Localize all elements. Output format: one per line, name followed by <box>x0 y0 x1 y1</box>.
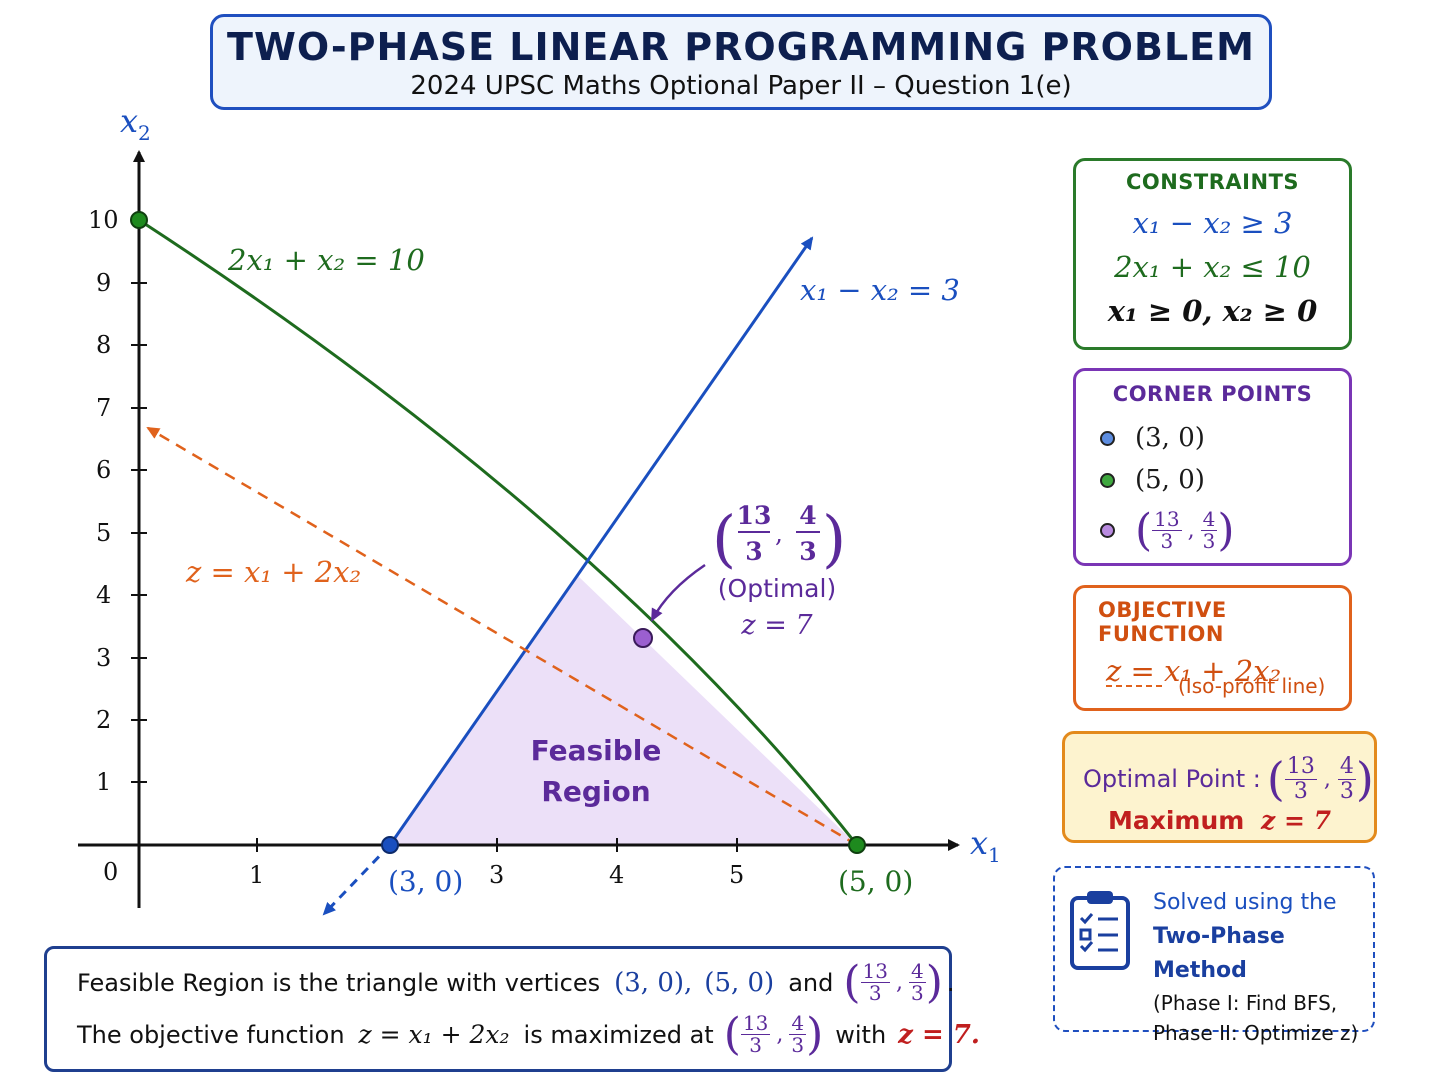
maximum-z-row: Maximum z = 7 <box>1107 806 1331 835</box>
purple-dot-icon <box>1100 523 1115 538</box>
objective-panel: OBJECTIVE FUNCTION z = x₁ + 2x₂ (Iso-pro… <box>1073 585 1352 711</box>
orange-line-label: z = x₁ + 2x₂ <box>185 555 361 589</box>
corner-point-1: (3, 0) <box>1100 423 1205 453</box>
blue-dot-icon <box>1100 430 1115 446</box>
x-axis-label: x1 <box>970 824 1001 867</box>
page-subtitle: 2024 UPSC Maths Optional Paper II – Ques… <box>410 71 1072 101</box>
y-tick-label-5: 5 <box>96 519 111 547</box>
feasible-region-label-1: Feasible <box>531 734 662 767</box>
constraint-1: x₁ − x₂ ≥ 3 <box>1132 206 1293 240</box>
y-tick-label-7: 7 <box>96 394 111 422</box>
point-3-0 <box>381 836 399 854</box>
corner-points-heading: CORNER POINTS <box>1112 382 1313 406</box>
constraint-line-x1-minus-x2 <box>388 236 814 846</box>
iso-profit-legend: (Iso-profit line) <box>1106 674 1325 698</box>
constraint-3: x₁ ≥ 0, x₂ ≥ 0 <box>1107 294 1318 328</box>
svg-text:): ) <box>822 502 846 575</box>
svg-text:,: , <box>775 519 783 548</box>
svg-text:(: ( <box>712 502 736 575</box>
svg-text:(Optimal): (Optimal) <box>718 574 836 603</box>
svg-text:3: 3 <box>745 537 762 566</box>
method-text: Solved using the Two-Phase Method (Phase… <box>1153 890 1359 1045</box>
x-ticks <box>256 838 738 852</box>
point-5-0-label: (5, 0) <box>838 865 913 898</box>
y-tick-label-1: 1 <box>96 768 111 796</box>
iso-profit-line <box>146 426 858 847</box>
dashed-line-icon <box>1106 685 1162 687</box>
optimal-annotation: ( 13 3 , 4 3 ) (Optimal) z = 7 <box>712 501 846 641</box>
summary-line-2: The objective function z = x₁ + 2x₂ is m… <box>77 1009 980 1060</box>
y-tick-label-3: 3 <box>96 644 111 672</box>
green-line-label: 2x₁ + x₂ = 10 <box>227 243 425 277</box>
summary-line-1: Feasible Region is the triangle with ver… <box>77 957 955 1008</box>
svg-text:3: 3 <box>799 537 816 566</box>
summary-panel: Feasible Region is the triangle with ver… <box>44 946 980 1072</box>
green-dot-icon <box>1100 472 1115 488</box>
page-title: TWO-PHASE LINEAR PROGRAMMING PROBLEM <box>227 25 1255 69</box>
x-tick-label-3: 3 <box>489 861 504 889</box>
y-tick-label-2: 2 <box>96 706 111 734</box>
svg-text:4: 4 <box>799 501 816 530</box>
x-tick-label-5: 5 <box>729 861 744 889</box>
point-5-0 <box>848 836 866 854</box>
y-tick-label-4: 4 <box>96 581 111 609</box>
y-tick-label-10: 10 <box>88 206 119 234</box>
svg-text:13: 13 <box>737 501 772 530</box>
y-tick-label-6: 6 <box>96 456 111 484</box>
lp-graph: 1 2 3 4 5 6 7 8 9 10 0 1 3 4 5 x2 x1 2x₁… <box>78 110 1001 916</box>
x-tick-label-4: 4 <box>609 861 624 889</box>
blue-line-label: x₁ − x₂ = 3 <box>800 273 960 307</box>
constraints-heading: CONSTRAINTS <box>1125 170 1300 194</box>
constraint-line-2x1-plus-x2 <box>138 218 859 846</box>
y-tick-label-9: 9 <box>96 269 111 297</box>
feasible-region-label-2: Region <box>541 775 650 808</box>
title-banner: TWO-PHASE LINEAR PROGRAMMING PROBLEM 202… <box>210 14 1272 110</box>
point-optimal <box>633 628 653 648</box>
optimal-pointer-arrow <box>650 563 706 622</box>
svg-text:z = 7: z = 7 <box>740 610 813 641</box>
constraint-2: 2x₁ + x₂ ≤ 10 <box>1114 250 1311 284</box>
y-tick-label-8: 8 <box>96 331 111 359</box>
y-axis-label: x2 <box>120 110 151 145</box>
objective-heading: OBJECTIVE FUNCTION <box>1098 598 1227 646</box>
point-0-10 <box>130 211 148 229</box>
constraints-panel: CONSTRAINTS x₁ − x₂ ≥ 3 2x₁ + x₂ ≤ 10 x₁… <box>1073 158 1352 350</box>
objective-equation: z = x₁ + 2x₂ <box>1106 654 1282 688</box>
constraint-line-extension <box>322 843 392 916</box>
corner-point-2: (5, 0) <box>1100 465 1205 495</box>
method-panel: Solved using the Two-Phase Method (Phase… <box>1053 866 1375 1045</box>
clipboard-checklist-icon <box>1070 891 1130 970</box>
x-tick-label-0: 0 <box>103 858 118 886</box>
point-3-0-label: (3, 0) <box>388 865 463 898</box>
x-tick-label-1: 1 <box>249 861 264 889</box>
